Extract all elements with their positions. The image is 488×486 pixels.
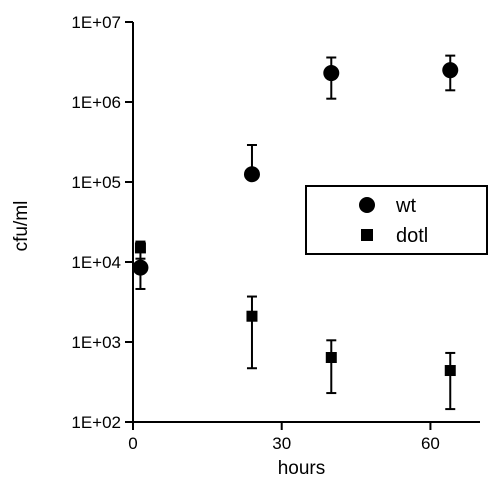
- legend-wt-marker: [359, 197, 375, 213]
- dotl-point: [246, 310, 258, 322]
- y-tick-label: 1E+04: [71, 253, 121, 272]
- wt-point: [243, 166, 260, 183]
- x-tick-label: 0: [128, 434, 137, 453]
- wt-point: [442, 62, 459, 79]
- dotl-error-bar: [246, 295, 257, 370]
- dotl-error-bar: [445, 351, 456, 411]
- x-axis-label: hours: [278, 458, 326, 479]
- x-tick-label: 60: [421, 434, 440, 453]
- legend-dotl-label: dotl: [396, 225, 428, 247]
- y-tick-label: 1E+07: [71, 13, 121, 32]
- dotl-point: [134, 242, 146, 254]
- wt-point: [323, 65, 340, 82]
- legend-dotl-marker: [361, 229, 373, 241]
- dotl-point: [444, 365, 456, 377]
- legend-box: [305, 185, 488, 255]
- dotl-point: [325, 352, 337, 364]
- y-tick-label: 1E+03: [71, 333, 121, 352]
- data-markers: [132, 62, 459, 377]
- legend-wt-label: wt: [395, 195, 416, 217]
- x-tick-label: 30: [272, 434, 291, 453]
- y-tick-label: 1E+05: [71, 173, 121, 192]
- dotl-error-bar: [326, 339, 337, 395]
- y-axis-label: cfu/ml: [11, 201, 32, 252]
- legend: wt dotl: [305, 185, 488, 255]
- y-tick-label: 1E+06: [71, 93, 121, 112]
- y-tick-label: 1E+02: [71, 413, 121, 432]
- axes: 1E+02 1E+03 1E+04 1E+05 1E+06 1E+07 0 30 60: [71, 13, 480, 453]
- wt-point: [132, 259, 149, 276]
